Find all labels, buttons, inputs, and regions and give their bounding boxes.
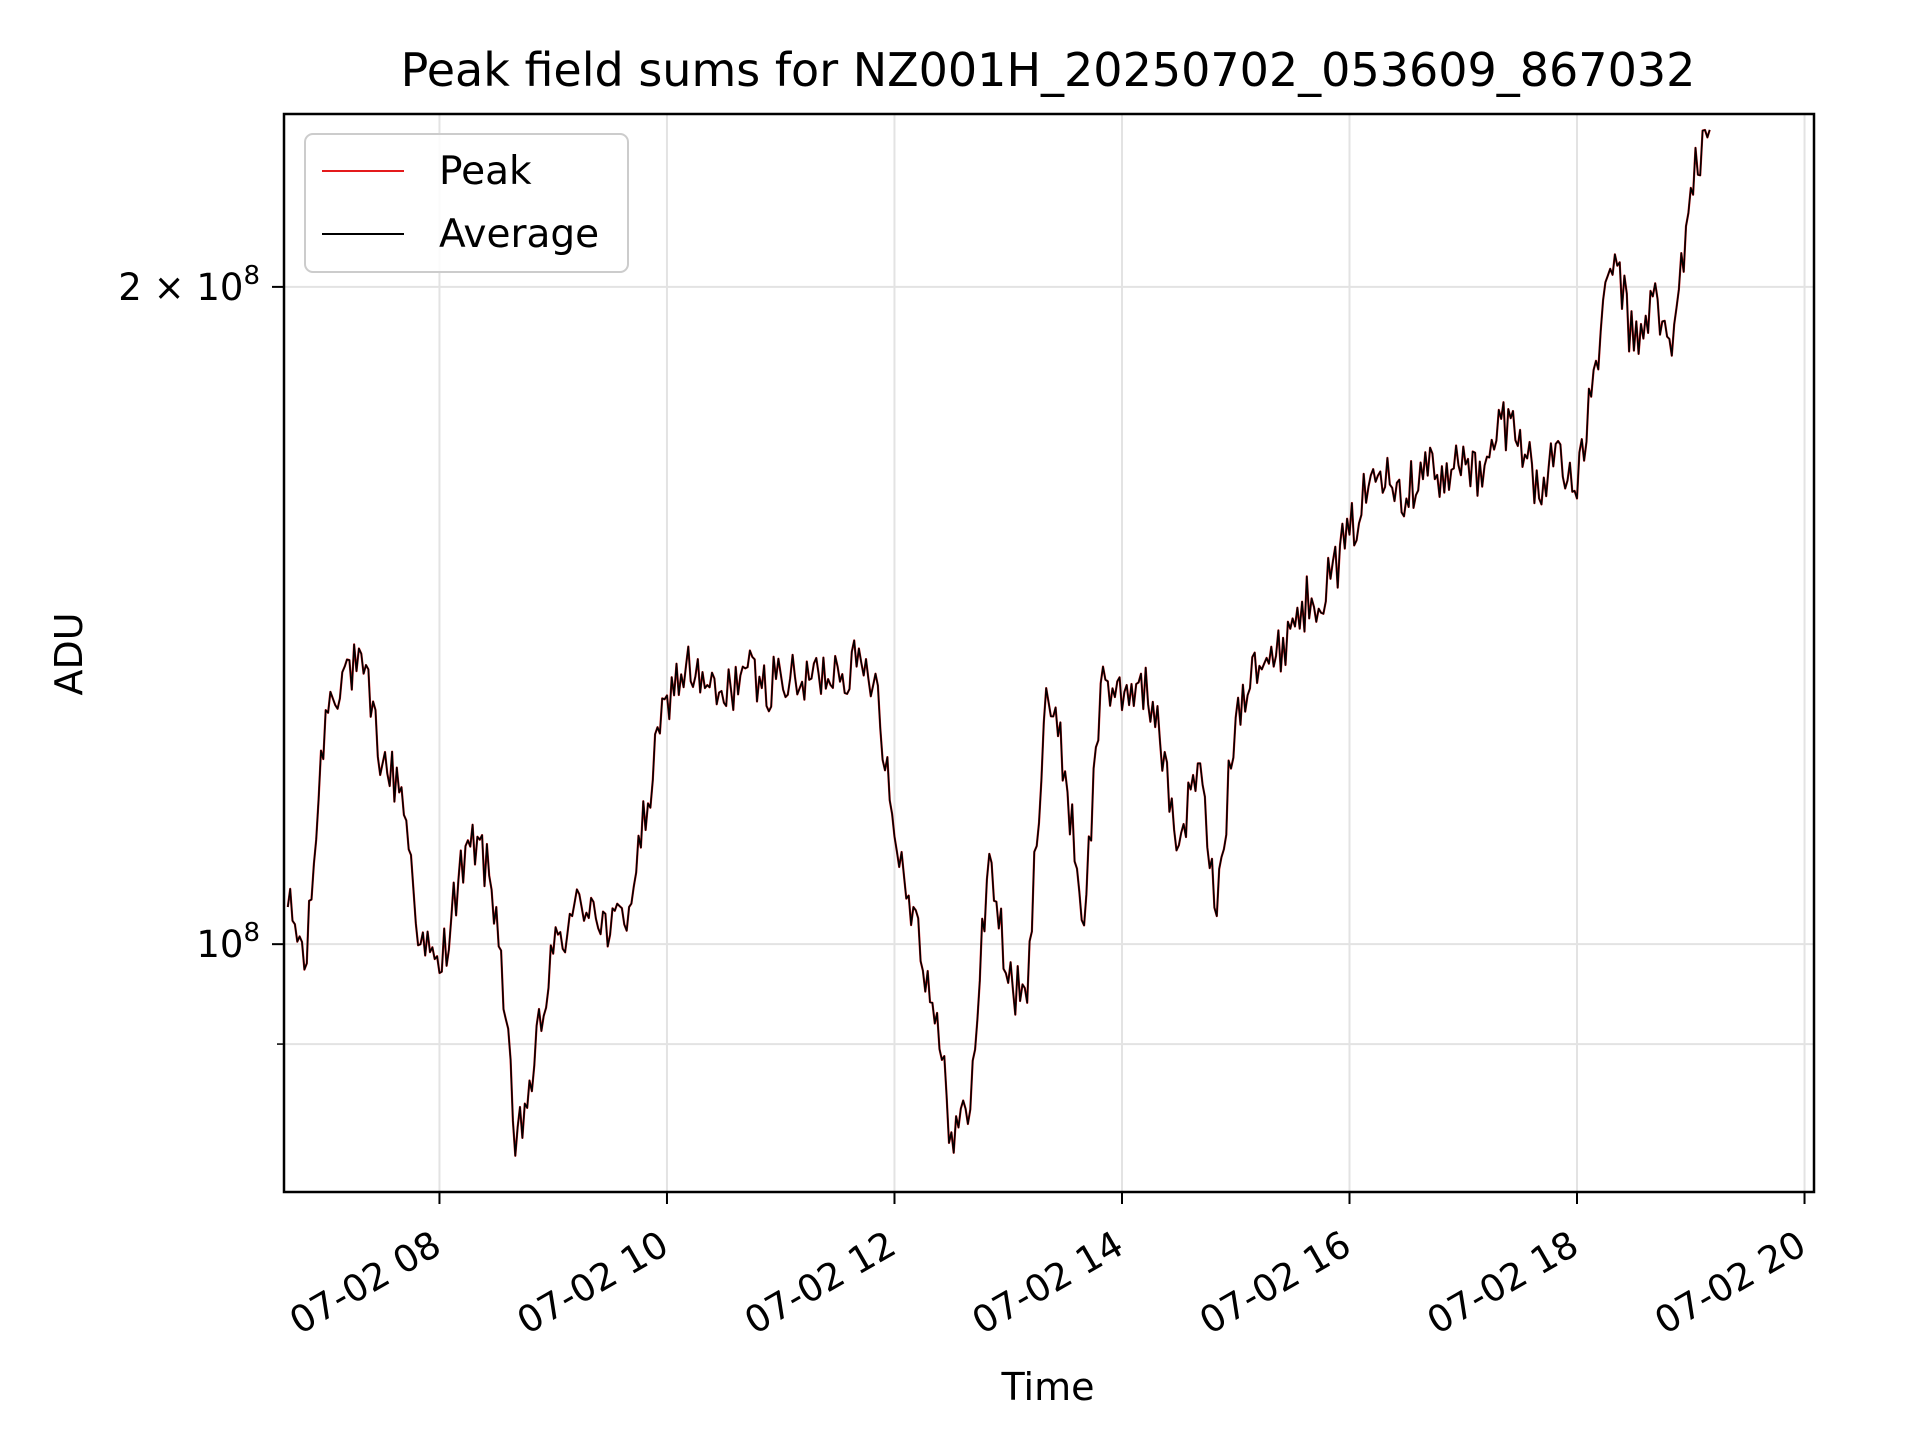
chart-title: Peak field sums for NZ001H_20250702_0536… xyxy=(401,43,1696,97)
y-axis: 108 2 × 108 xyxy=(118,261,284,1045)
y-axis-label: ADU xyxy=(47,612,91,695)
series-line-average xyxy=(287,129,1711,1157)
grid xyxy=(284,114,1814,1192)
legend: Peak Average xyxy=(304,133,629,273)
y-tick-label: 2 × 108 xyxy=(118,261,260,309)
plot-frame xyxy=(282,112,1816,1194)
y-tick-label: 108 xyxy=(196,918,260,966)
series-group xyxy=(286,128,1711,1157)
legend-label-peak: Peak xyxy=(439,149,532,194)
x-axis-label: Time xyxy=(1001,1365,1095,1409)
legend-label-average: Average xyxy=(439,212,599,257)
legend-box xyxy=(304,133,629,273)
